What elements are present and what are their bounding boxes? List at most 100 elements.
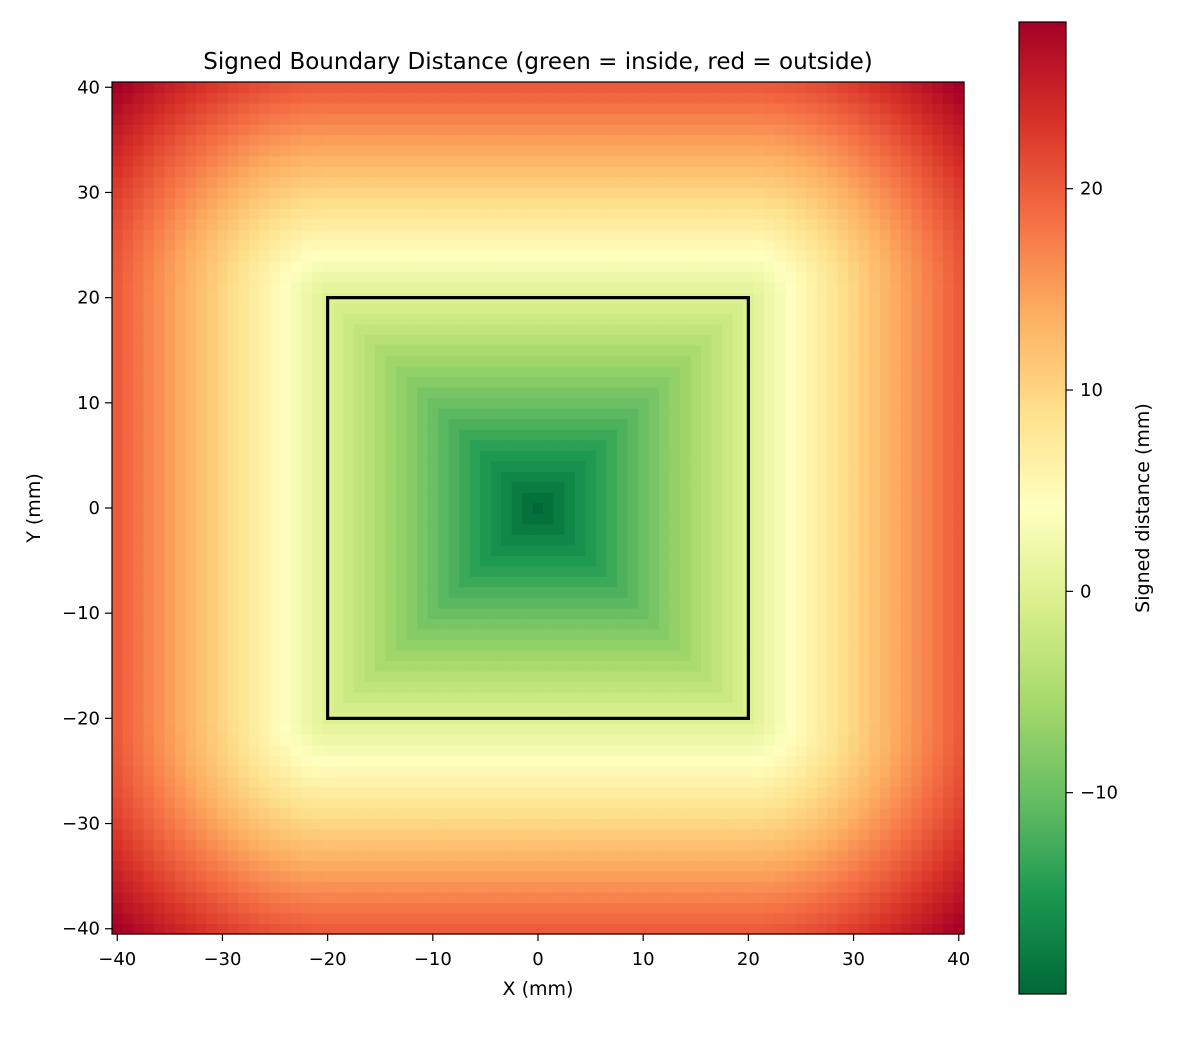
heatmap-cell bbox=[774, 692, 786, 704]
heatmap-cell bbox=[680, 776, 692, 788]
heatmap-cell bbox=[606, 323, 618, 336]
heatmap-cell bbox=[217, 723, 229, 735]
heatmap-cell bbox=[680, 923, 692, 935]
heatmap-cell bbox=[353, 702, 366, 714]
heatmap-cell bbox=[164, 891, 176, 904]
heatmap-cell bbox=[890, 534, 902, 546]
heatmap-cell bbox=[900, 628, 913, 641]
heatmap-cell bbox=[795, 849, 807, 861]
heatmap-cell bbox=[459, 828, 471, 840]
heatmap-cell bbox=[522, 302, 534, 315]
heatmap-cell bbox=[669, 818, 681, 830]
heatmap-cell bbox=[616, 755, 629, 767]
heatmap-cell bbox=[753, 502, 765, 514]
heatmap-cell bbox=[343, 786, 355, 798]
heatmap-cell bbox=[543, 408, 555, 420]
heatmap-cell bbox=[848, 628, 860, 641]
heatmap-cell bbox=[879, 492, 891, 504]
heatmap-cell bbox=[806, 828, 818, 840]
heatmap-cell bbox=[953, 818, 965, 830]
heatmap-cell bbox=[637, 534, 650, 546]
heatmap-cell bbox=[164, 534, 176, 546]
heatmap-cell bbox=[711, 660, 723, 672]
heatmap-cell bbox=[469, 765, 481, 777]
heatmap-cell bbox=[459, 450, 471, 462]
heatmap-cell bbox=[427, 439, 439, 451]
heatmap-cell bbox=[290, 387, 302, 399]
heatmap-cell bbox=[690, 607, 702, 620]
heatmap-cell bbox=[217, 513, 229, 525]
heatmap-cell bbox=[217, 807, 229, 819]
heatmap-cell bbox=[438, 492, 450, 504]
heatmap-cell bbox=[942, 429, 955, 441]
heatmap-cell bbox=[490, 776, 502, 788]
heatmap-cell bbox=[942, 807, 955, 819]
heatmap-cell bbox=[490, 660, 502, 672]
heatmap-cell bbox=[711, 671, 723, 683]
heatmap-cell bbox=[680, 450, 692, 462]
heatmap-cell bbox=[248, 660, 260, 672]
heatmap-cell bbox=[311, 397, 323, 409]
heatmap-cell bbox=[848, 681, 860, 693]
heatmap-cell bbox=[385, 607, 397, 620]
heatmap-cell bbox=[490, 323, 502, 336]
heatmap-cell bbox=[185, 439, 197, 451]
heatmap-cell bbox=[480, 534, 492, 546]
heatmap-cell bbox=[248, 565, 260, 577]
heatmap-cell bbox=[732, 366, 744, 378]
heatmap-cell bbox=[196, 281, 208, 293]
heatmap-cell bbox=[374, 418, 387, 430]
heatmap-cell bbox=[227, 366, 239, 378]
heatmap-cell bbox=[175, 439, 187, 451]
heatmap-cell bbox=[332, 534, 345, 546]
heatmap-cell bbox=[785, 923, 797, 935]
heatmap-cell bbox=[511, 366, 523, 378]
heatmap-cell bbox=[353, 565, 366, 577]
heatmap-cell bbox=[669, 355, 681, 367]
heatmap-cell bbox=[827, 334, 839, 346]
heatmap-cell bbox=[827, 628, 839, 641]
heatmap-cell bbox=[290, 429, 302, 441]
heatmap-cell bbox=[448, 555, 460, 567]
heatmap-cell bbox=[143, 366, 155, 378]
heatmap-cell bbox=[196, 839, 208, 851]
heatmap-cell bbox=[322, 902, 334, 914]
heatmap-cell bbox=[511, 334, 523, 346]
heatmap-cell bbox=[890, 460, 902, 472]
heatmap-cell bbox=[133, 671, 145, 683]
heatmap-cell bbox=[953, 723, 965, 735]
heatmap-cell bbox=[301, 839, 313, 851]
heatmap-cell bbox=[669, 734, 681, 746]
heatmap-cell bbox=[164, 418, 176, 430]
heatmap-cell bbox=[848, 355, 860, 367]
heatmap-cell bbox=[532, 744, 544, 756]
heatmap-cell bbox=[364, 418, 376, 430]
heatmap-cell bbox=[269, 565, 281, 577]
heatmap-cell bbox=[732, 565, 744, 577]
heatmap-cell bbox=[743, 734, 755, 746]
heatmap-cell bbox=[448, 881, 460, 893]
heatmap-cell bbox=[280, 355, 292, 367]
heatmap-cell bbox=[858, 418, 870, 430]
heatmap-cell bbox=[806, 387, 818, 399]
heatmap-cell bbox=[616, 576, 629, 588]
heatmap-cell bbox=[711, 828, 723, 840]
heatmap-cell bbox=[364, 681, 376, 693]
heatmap-cell bbox=[816, 923, 828, 935]
heatmap-cell bbox=[942, 344, 955, 357]
heatmap-cell bbox=[806, 849, 818, 861]
heatmap-cell bbox=[438, 807, 450, 819]
heatmap-cell bbox=[879, 607, 891, 620]
heatmap-cell bbox=[553, 628, 565, 641]
heatmap-cell bbox=[827, 618, 839, 630]
heatmap-cell bbox=[627, 450, 639, 462]
heatmap-cell bbox=[353, 418, 366, 430]
heatmap-cell bbox=[543, 618, 555, 630]
heatmap-cell bbox=[532, 723, 544, 735]
heatmap-cell bbox=[953, 912, 965, 925]
heatmap-cell bbox=[858, 702, 870, 714]
heatmap-cell bbox=[196, 397, 208, 409]
heatmap-cell bbox=[743, 839, 755, 851]
heatmap-cell bbox=[143, 281, 155, 293]
